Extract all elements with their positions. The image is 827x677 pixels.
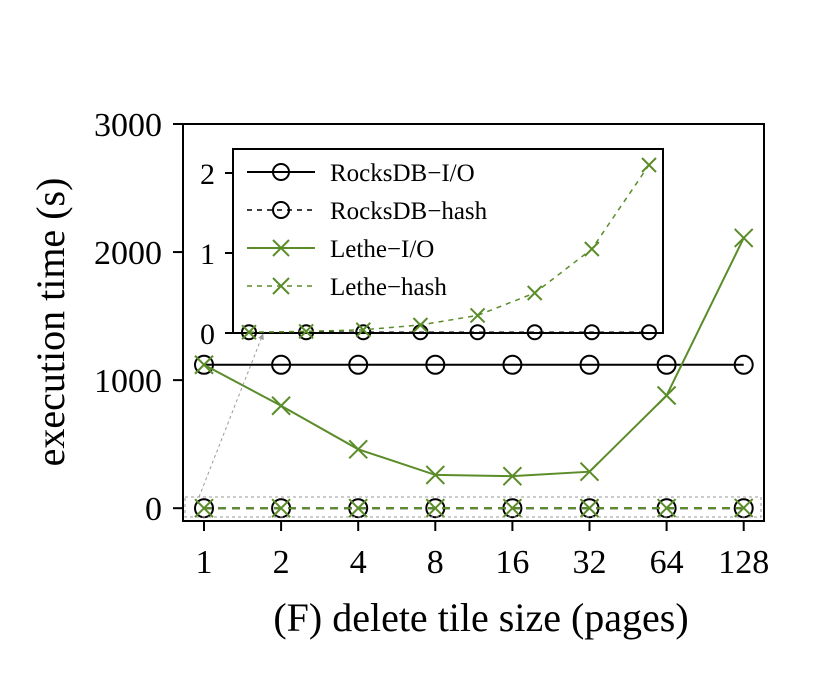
plot-frame [182, 123, 765, 522]
legend-label-rocksdb-i-o: RocksDB−I/O [330, 160, 475, 187]
y-tick-label: 2000 [94, 235, 162, 272]
point-rocksdb-i-o-2 [271, 354, 292, 375]
point-lethe-hash-64 [656, 498, 677, 518]
point-lethe-hash-16 [502, 498, 523, 518]
legend-marker-lethe-i-o [272, 239, 290, 257]
inset-y-tick-label: 0 [200, 318, 215, 351]
legend-label-rocksdb-hash: RocksDB−hash [330, 198, 488, 225]
x-tick-label: 32 [573, 544, 607, 581]
x-tick-label: 2 [273, 544, 290, 581]
inset-point-lethe-hash-16 [469, 307, 486, 324]
inset-point-lethe-hash-32 [527, 285, 543, 301]
point-lethe-i-o-8 [425, 465, 446, 485]
legend-label-lethe-hash: Lethe−hash [330, 274, 447, 301]
point-lethe-i-o-4 [348, 439, 368, 459]
inset-point-lethe-hash-4 [355, 322, 371, 338]
zoom-arrow [198, 333, 264, 498]
inset-point-rocksdb-hash-64 [583, 324, 600, 341]
x-tick-label: 16 [495, 544, 529, 581]
point-lethe-hash-1 [194, 498, 214, 518]
point-lethe-i-o-64 [656, 385, 677, 406]
point-rocksdb-i-o-128 [733, 354, 754, 375]
point-rocksdb-i-o-1 [194, 354, 214, 375]
inset-y-tick-label: 2 [200, 158, 215, 191]
x-tick-label: 8 [427, 544, 444, 581]
point-rocksdb-i-o-64 [656, 354, 677, 375]
inset-series-layer [241, 157, 657, 341]
x-tick-label: 1 [196, 544, 213, 581]
inset-point-lethe-hash-8 [412, 317, 429, 333]
x-tick-label: 4 [350, 544, 367, 581]
legend-marker-lethe-hash [272, 277, 290, 295]
point-lethe-i-o-2 [271, 396, 291, 416]
y-tick-label: 0 [145, 491, 162, 528]
series-line-lethe-i-o [203, 237, 745, 478]
inset-point-rocksdb-hash-16 [469, 324, 486, 341]
inset-point-rocksdb-hash-32 [526, 324, 543, 341]
inset-point-lethe-hash-2 [298, 323, 314, 340]
legend-marker-rocksdb-i-o [272, 163, 290, 181]
point-lethe-i-o-32 [579, 461, 600, 482]
point-rocksdb-i-o-16 [502, 354, 523, 375]
legend-marker-rocksdb-hash [272, 201, 290, 219]
zoom-region-box [184, 496, 762, 518]
y-axis-title: execution time (s) [28, 178, 73, 467]
inset-y-tick-label: 1 [200, 238, 215, 271]
legend: RocksDB−I/O RocksDB−hash Lethe−I/O Lethe−ha… [247, 160, 488, 301]
inset-y-axis: 0 1 2 [200, 158, 233, 351]
main-series-layer [194, 228, 754, 519]
x-tick-label: 128 [718, 544, 769, 581]
x-axis-title: (F) delete tile size (pages) [273, 595, 688, 640]
y-axis: 0 1000 2000 3000 [94, 107, 183, 528]
inset-series-line-lethe-hash [248, 164, 650, 333]
inset-point-rocksdb-hash-4 [355, 324, 372, 341]
inset-point-rocksdb-hash-1 [241, 324, 257, 341]
point-lethe-hash-4 [348, 498, 368, 518]
point-lethe-hash-8 [425, 498, 446, 518]
inset-point-lethe-hash-1 [241, 324, 257, 340]
inset-point-lethe-hash-64 [584, 241, 600, 257]
legend-label-lethe-i-o: Lethe−I/O [330, 236, 434, 263]
y-tick-label: 1000 [94, 363, 162, 400]
inset-point-rocksdb-hash-128 [641, 324, 657, 341]
inset-frame [232, 148, 664, 334]
point-lethe-i-o-1 [194, 355, 214, 375]
point-lethe-hash-128 [733, 498, 754, 518]
x-axis: 1 2 4 8 16 32 64 128 [196, 521, 769, 581]
point-rocksdb-i-o-8 [425, 354, 446, 375]
inset-point-lethe-hash-128 [641, 157, 657, 173]
point-lethe-i-o-128 [733, 228, 754, 248]
point-lethe-hash-32 [579, 498, 600, 518]
x-tick-label: 64 [650, 544, 684, 581]
y-tick-label: 3000 [94, 107, 162, 144]
point-rocksdb-i-o-4 [348, 354, 369, 375]
point-lethe-hash-2 [271, 498, 291, 518]
point-rocksdb-i-o-32 [579, 354, 600, 375]
point-lethe-i-o-16 [502, 466, 523, 486]
